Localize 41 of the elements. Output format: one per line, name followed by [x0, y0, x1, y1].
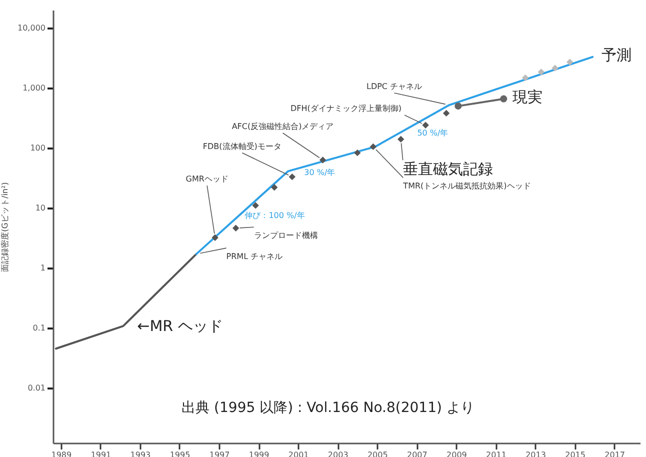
annotation: 50 %/年 — [417, 128, 448, 138]
point — [319, 156, 326, 164]
y-tick-label: 1 — [40, 263, 46, 272]
point — [442, 110, 450, 117]
point — [422, 122, 429, 129]
point — [566, 58, 574, 66]
y-tick-label: 0.1 — [32, 323, 46, 332]
point — [522, 74, 529, 82]
point — [232, 224, 240, 232]
point — [271, 184, 278, 191]
point — [252, 202, 259, 209]
annotation: ランプロード機構 — [254, 231, 318, 240]
point — [370, 143, 377, 150]
point — [552, 64, 558, 72]
point — [398, 136, 404, 143]
annotation: FDB(流体軸受)モータ — [202, 142, 282, 151]
annotation: 垂直磁気記録 — [402, 160, 493, 178]
annotation: AFC(反強磁性結合)メディア — [232, 122, 334, 131]
annotation: 30 %/年 — [304, 168, 336, 177]
annotation: 伸び：100 %/年 — [244, 211, 305, 220]
y-axis-title: 面記録密度(Gビット/in²) — [0, 182, 10, 272]
point — [212, 234, 218, 241]
point — [538, 68, 545, 76]
y-tick-label: 0.01 — [28, 383, 46, 392]
annotation: 出典 (1995 以降) : Vol.166 No.8(2011) より — [182, 400, 474, 416]
annotation: GMRヘッド — [186, 174, 228, 184]
series-label: 現実 — [512, 88, 543, 106]
y-tick-label: 100 — [30, 143, 46, 152]
y-tick-label: 10,000 — [18, 24, 46, 33]
annotation: TMR(トンネル磁気抵抗効果)ヘッド — [402, 182, 531, 191]
series-label: 予測 — [602, 46, 632, 64]
y-tick-label: 1,000 — [22, 84, 46, 93]
point — [354, 149, 361, 156]
y-tick-label: 10 — [35, 203, 46, 212]
point — [454, 102, 462, 110]
annotation: PRML チャネル — [226, 252, 283, 262]
annotation: DFH(ダイナミック浮上量制御) — [290, 104, 402, 114]
annotation: ←MR ヘッド — [137, 317, 223, 336]
point — [288, 173, 296, 180]
point — [500, 95, 508, 102]
annotation: LDPC チャネル — [366, 82, 422, 92]
